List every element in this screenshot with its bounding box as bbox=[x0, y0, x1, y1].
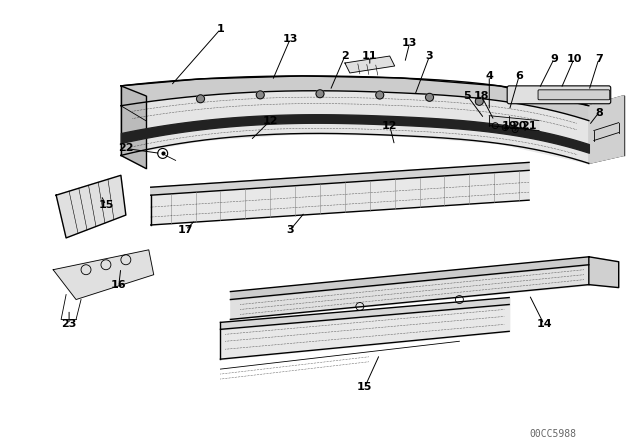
Text: 13: 13 bbox=[402, 38, 417, 48]
Text: 9: 9 bbox=[550, 54, 558, 64]
Polygon shape bbox=[151, 170, 529, 225]
Text: 21: 21 bbox=[522, 121, 537, 131]
Text: 4: 4 bbox=[485, 71, 493, 81]
Text: 12: 12 bbox=[262, 116, 278, 125]
Circle shape bbox=[426, 93, 433, 101]
Text: 15: 15 bbox=[99, 200, 114, 210]
Text: 5: 5 bbox=[463, 91, 471, 101]
Text: 11: 11 bbox=[362, 51, 378, 61]
Circle shape bbox=[256, 91, 264, 99]
Circle shape bbox=[376, 91, 384, 99]
Polygon shape bbox=[489, 116, 539, 130]
Circle shape bbox=[196, 95, 205, 103]
FancyBboxPatch shape bbox=[538, 90, 610, 100]
Text: 18: 18 bbox=[474, 91, 489, 101]
Polygon shape bbox=[121, 91, 589, 164]
Polygon shape bbox=[589, 96, 623, 164]
Text: 14: 14 bbox=[536, 319, 552, 329]
Polygon shape bbox=[56, 175, 126, 238]
Text: 20: 20 bbox=[511, 121, 527, 131]
Polygon shape bbox=[345, 56, 395, 73]
Text: 6: 6 bbox=[515, 71, 523, 81]
Text: 17: 17 bbox=[178, 225, 193, 235]
Polygon shape bbox=[53, 250, 154, 300]
Text: 3: 3 bbox=[286, 225, 294, 235]
Text: 1: 1 bbox=[216, 24, 224, 34]
Circle shape bbox=[316, 90, 324, 98]
Circle shape bbox=[476, 97, 483, 105]
Polygon shape bbox=[121, 86, 146, 168]
Text: 3: 3 bbox=[426, 51, 433, 61]
Polygon shape bbox=[589, 257, 619, 288]
Text: 22: 22 bbox=[118, 143, 134, 154]
Text: 16: 16 bbox=[111, 280, 127, 289]
Text: 00CC5988: 00CC5988 bbox=[529, 429, 576, 439]
Text: 19: 19 bbox=[501, 121, 517, 131]
Text: 15: 15 bbox=[357, 382, 372, 392]
Polygon shape bbox=[151, 162, 529, 195]
Text: 13: 13 bbox=[282, 34, 298, 44]
Polygon shape bbox=[121, 76, 589, 121]
Text: 7: 7 bbox=[595, 54, 603, 64]
Text: 2: 2 bbox=[341, 51, 349, 61]
FancyBboxPatch shape bbox=[507, 86, 611, 104]
Text: 8: 8 bbox=[595, 108, 603, 118]
Text: 23: 23 bbox=[61, 319, 77, 329]
Text: 12: 12 bbox=[382, 121, 397, 131]
Text: 10: 10 bbox=[566, 54, 582, 64]
